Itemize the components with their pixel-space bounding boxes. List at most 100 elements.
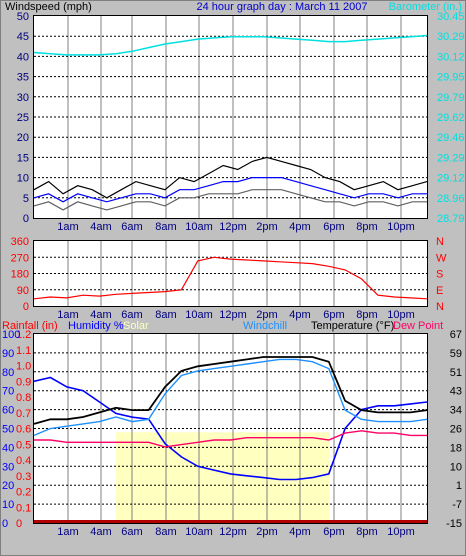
direction-compass-tick: W xyxy=(436,252,447,264)
solar-bar xyxy=(197,432,215,523)
temperature-tick-labels: -15 -7 1 10 18 26 34 43 51 59 67 xyxy=(446,329,462,530)
rainfall-bar xyxy=(34,520,427,523)
time-tick-label: 2pm xyxy=(256,526,277,538)
barometer-tick: 30.45 xyxy=(437,11,465,23)
temperature-tick: 10 xyxy=(450,461,462,473)
wind_avg-line xyxy=(33,177,427,203)
humidity-tick: 0 xyxy=(2,518,8,530)
wind-panel-series xyxy=(33,34,428,211)
time-tick-label: 8am xyxy=(155,309,176,321)
time-tick-label: 12pm xyxy=(219,221,247,233)
chart-title: 24 hour graph day : March 11 2007 xyxy=(196,1,367,13)
humidity-tick: 20 xyxy=(2,480,14,492)
rainfall-tick: 0.5 xyxy=(16,439,31,451)
rainfall-tick: 0.2 xyxy=(16,487,31,499)
time-tick-label: 4am xyxy=(90,221,111,233)
time-tick-label: 10pm xyxy=(387,309,415,321)
time-tick-label: 8pm xyxy=(356,526,377,538)
time-tick-label: 4pm xyxy=(289,526,310,538)
dew_point-line xyxy=(34,430,427,448)
time-tick-label: 8pm xyxy=(356,221,377,233)
solar-bar xyxy=(246,432,264,523)
direction-degree-tick: 180 xyxy=(11,269,29,281)
windspeed-tick: 30 xyxy=(17,92,29,104)
time-tick-label: 10pm xyxy=(387,221,415,233)
solar-bar xyxy=(230,432,248,523)
windspeed-tick-labels: 0 5 10 15 20 25 30 35 40 45 50 xyxy=(17,11,29,225)
humidity-tick: 60 xyxy=(2,405,14,417)
rainfall-tick: 0.3 xyxy=(16,471,31,483)
rainfall-tick: 0.7 xyxy=(16,408,31,420)
windspeed-tick: 15 xyxy=(17,152,29,164)
rainfall-tick: 0.1 xyxy=(16,502,31,514)
barometer-tick: 30.12 xyxy=(437,51,465,63)
windspeed-tick: 35 xyxy=(17,72,29,84)
wind_gust-line xyxy=(33,189,427,211)
time-tick-label: 10am xyxy=(185,526,213,538)
barometer-tick-labels: 28.79 28.96 29.12 29.29 29.46 29.62 29.79 29.95… xyxy=(437,11,465,225)
humidity-tick: 30 xyxy=(2,461,14,473)
solar-bar xyxy=(115,432,133,523)
direction-panel-grid xyxy=(34,241,427,306)
windspeed-tick: 50 xyxy=(17,11,29,23)
rainfall-tick: 0.6 xyxy=(16,424,31,436)
rainfall-tick-labels: 0 0.1 0.2 0.3 0.4 0.5 0.6 0.7 0.8 0.9 1.0 1.1 1.2 xyxy=(16,329,31,530)
barometer-tick: 29.29 xyxy=(437,152,465,164)
temperature-line xyxy=(33,356,428,425)
humidity-tick: 70 xyxy=(2,386,14,398)
solar-bar xyxy=(214,432,231,523)
temperature-tick: 43 xyxy=(450,386,462,398)
temperature-tick: -7 xyxy=(452,499,462,511)
temperature-tick: 51 xyxy=(450,367,462,379)
windspeed-tick: 0 xyxy=(23,213,29,225)
solar-bar xyxy=(279,432,297,523)
legend-humidity: Humidity % xyxy=(68,320,124,332)
time-tick-label: 12pm xyxy=(219,526,247,538)
direction-line xyxy=(33,256,428,300)
time-tick-label: 4am xyxy=(90,526,111,538)
time-tick-label: 10pm xyxy=(387,526,415,538)
temperature-tick: 59 xyxy=(450,348,462,360)
wind-line xyxy=(33,156,428,199)
rainfall-tick: 1.0 xyxy=(16,361,31,373)
temperature-tick: 18 xyxy=(450,442,462,454)
time-tick-label: 4am xyxy=(90,309,111,321)
windchill-line xyxy=(33,358,428,437)
direction-degree-labels: 0 90 180 270 360 xyxy=(11,236,29,313)
barometer-tick: 29.79 xyxy=(437,92,465,104)
windspeed-tick: 25 xyxy=(17,112,29,124)
humidity-tick: 80 xyxy=(2,367,14,379)
barometer-tick: 28.96 xyxy=(437,193,465,205)
direction-degree-tick: 0 xyxy=(23,301,29,313)
solar-bar xyxy=(148,432,166,523)
time-tick-label: 8am xyxy=(155,221,176,233)
temperature-tick: 1 xyxy=(456,480,462,492)
temperature-tick: 26 xyxy=(450,424,462,436)
humidity-tick: 10 xyxy=(2,499,14,511)
windspeed-tick: 5 xyxy=(23,193,29,205)
time-tick-label: 6pm xyxy=(323,309,344,321)
time-tick-label: 10am xyxy=(185,221,213,233)
windspeed-tick: 40 xyxy=(17,51,29,63)
rainfall-tick: 0.8 xyxy=(16,392,31,404)
time-tick-label: 8pm xyxy=(356,309,377,321)
direction-panel-series xyxy=(33,256,428,300)
barometer-tick: 29.62 xyxy=(437,112,465,124)
rainfall-tick: 0.9 xyxy=(16,376,31,388)
rainfall-tick: 1.1 xyxy=(16,345,31,357)
time-tick-label: 12pm xyxy=(219,309,247,321)
solar-area xyxy=(115,432,330,523)
humidity-tick: 90 xyxy=(2,348,14,360)
direction-compass-tick: N xyxy=(436,236,444,248)
temperature-panel-grid xyxy=(34,334,427,523)
windspeed-tick: 10 xyxy=(17,173,29,185)
solar-bar xyxy=(312,432,330,523)
humidity-tick: 40 xyxy=(2,442,14,454)
direction-compass-tick: E xyxy=(436,285,443,297)
temperature-tick: 67 xyxy=(450,329,462,341)
temperature-tick: 34 xyxy=(450,405,462,417)
legend-windchill: Windchill xyxy=(243,320,287,332)
solar-bar xyxy=(165,432,182,523)
time-tick-label: 1am xyxy=(57,526,78,538)
rainfall-tick: 0 xyxy=(16,518,22,530)
